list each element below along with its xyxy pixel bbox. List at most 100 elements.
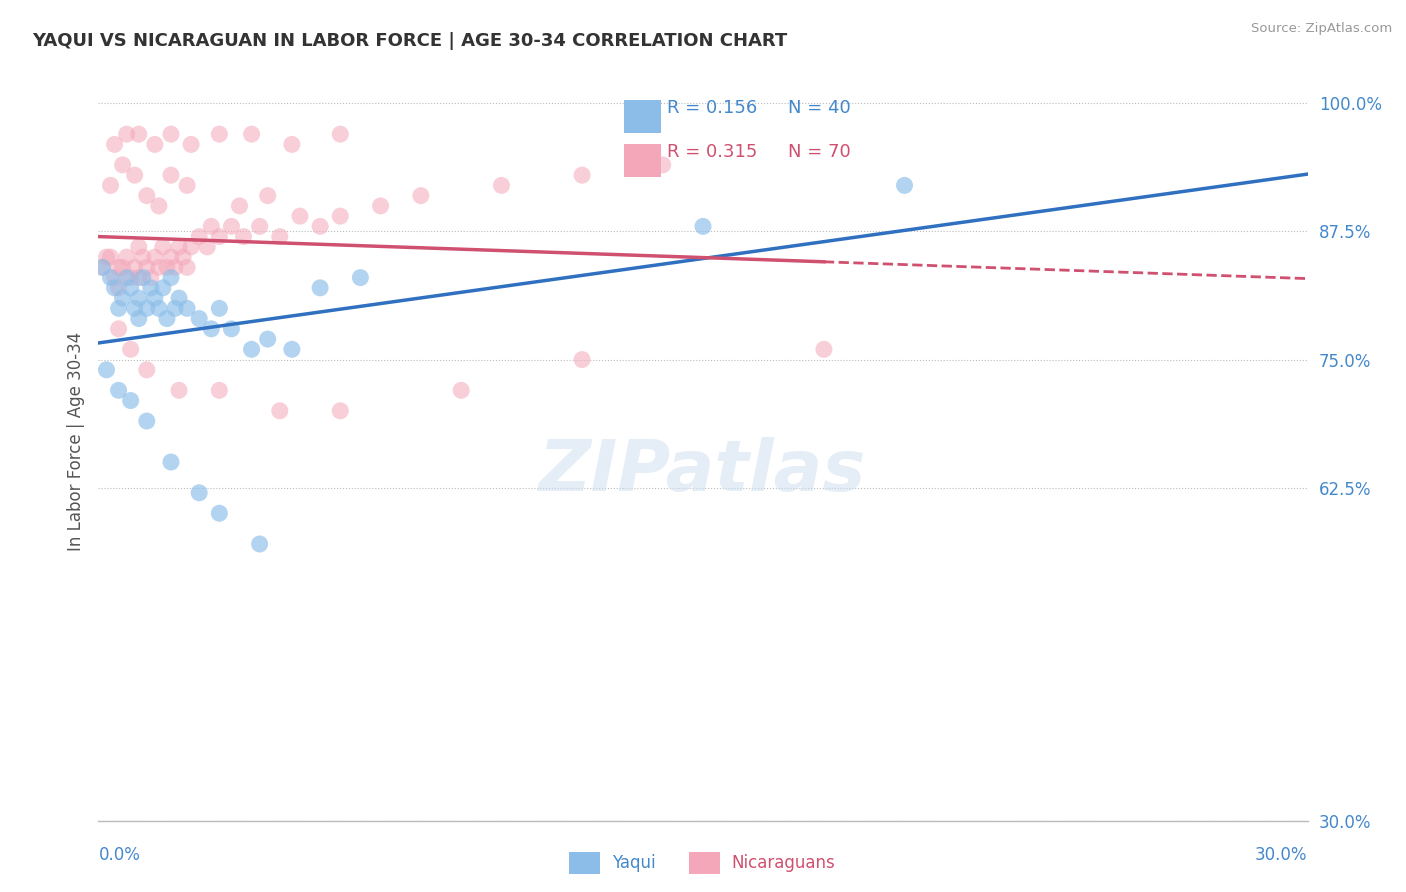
Point <box>349 270 371 285</box>
Point <box>128 127 150 141</box>
Point <box>269 404 291 418</box>
Point <box>208 229 231 244</box>
Point <box>288 209 311 223</box>
Point <box>107 281 129 295</box>
Point <box>103 137 125 152</box>
Point <box>143 291 166 305</box>
Text: N = 70: N = 70 <box>787 143 851 161</box>
Point <box>107 301 129 316</box>
Point <box>107 322 129 336</box>
Text: Nicaraguans: Nicaraguans <box>731 855 835 872</box>
Point <box>571 352 593 367</box>
Point <box>160 270 183 285</box>
Point <box>156 260 179 275</box>
Point <box>160 168 183 182</box>
Point <box>329 209 352 223</box>
Point <box>208 301 231 316</box>
Point <box>692 219 714 234</box>
Point <box>120 270 142 285</box>
Point <box>329 404 352 418</box>
Point <box>409 188 432 202</box>
Point <box>180 240 202 254</box>
Point <box>152 240 174 254</box>
Point <box>111 260 134 275</box>
Point <box>120 343 142 357</box>
Point <box>135 188 157 202</box>
Point <box>163 301 186 316</box>
FancyBboxPatch shape <box>624 144 661 177</box>
Point <box>208 506 231 520</box>
Point <box>167 240 190 254</box>
Point <box>281 137 304 152</box>
Point <box>128 311 150 326</box>
Point <box>180 137 202 152</box>
Text: N = 40: N = 40 <box>787 99 851 117</box>
Point <box>195 240 218 254</box>
Point <box>176 260 198 275</box>
Point <box>249 219 271 234</box>
Point <box>132 270 155 285</box>
Point <box>96 250 118 264</box>
Point <box>103 270 125 285</box>
Point <box>103 281 125 295</box>
Point <box>115 127 138 141</box>
Point <box>135 363 157 377</box>
Point <box>163 260 186 275</box>
Point <box>160 250 183 264</box>
Text: YAQUI VS NICARAGUAN IN LABOR FORCE | AGE 30-34 CORRELATION CHART: YAQUI VS NICARAGUAN IN LABOR FORCE | AGE… <box>32 32 787 50</box>
Point <box>200 322 222 336</box>
Point <box>309 281 332 295</box>
Point <box>281 343 304 357</box>
Point <box>120 281 142 295</box>
Text: 30.0%: 30.0% <box>1256 847 1308 864</box>
Point <box>91 260 114 275</box>
Point <box>124 260 146 275</box>
Point <box>167 291 190 305</box>
Point <box>107 260 129 275</box>
Text: 0.0%: 0.0% <box>98 847 141 864</box>
Point <box>148 199 170 213</box>
Point <box>370 199 392 213</box>
Point <box>107 384 129 398</box>
Point <box>135 260 157 275</box>
Point <box>124 301 146 316</box>
Point <box>221 219 243 234</box>
Point <box>111 158 134 172</box>
Point <box>221 322 243 336</box>
Text: ZIPatlas: ZIPatlas <box>540 437 866 507</box>
Point <box>172 250 194 264</box>
Point <box>148 260 170 275</box>
Point <box>200 219 222 234</box>
Point <box>329 127 352 141</box>
Point <box>208 384 231 398</box>
Point <box>651 158 673 172</box>
Point <box>128 291 150 305</box>
Point <box>111 291 134 305</box>
Point <box>96 363 118 377</box>
Point <box>160 127 183 141</box>
Point <box>100 250 122 264</box>
Point <box>132 250 155 264</box>
Point <box>269 229 291 244</box>
Point <box>167 384 190 398</box>
Text: R = 0.156: R = 0.156 <box>666 99 756 117</box>
Point <box>249 537 271 551</box>
Point <box>139 281 162 295</box>
FancyBboxPatch shape <box>624 100 661 133</box>
Point <box>188 485 211 500</box>
Y-axis label: In Labor Force | Age 30-34: In Labor Force | Age 30-34 <box>66 332 84 551</box>
Point <box>232 229 254 244</box>
Point <box>143 137 166 152</box>
Point <box>256 188 278 202</box>
Point <box>208 127 231 141</box>
Point <box>128 270 150 285</box>
Point <box>188 229 211 244</box>
Point <box>160 455 183 469</box>
Text: R = 0.315: R = 0.315 <box>666 143 756 161</box>
Point <box>139 270 162 285</box>
Point <box>100 178 122 193</box>
Point <box>813 343 835 357</box>
Point <box>143 250 166 264</box>
Point <box>188 311 211 326</box>
Point <box>491 178 513 193</box>
